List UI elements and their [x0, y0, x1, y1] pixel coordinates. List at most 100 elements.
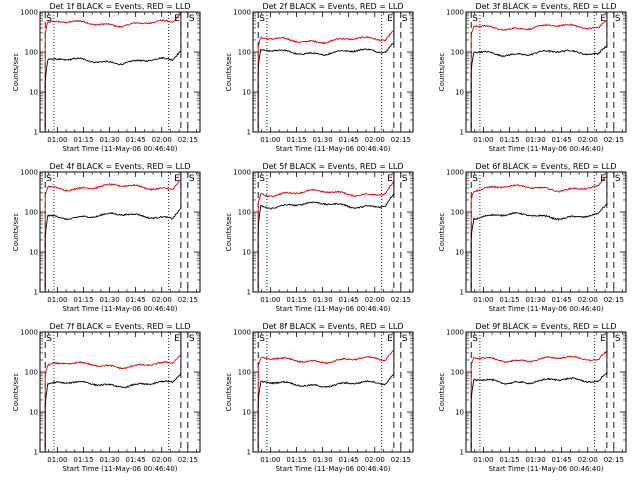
x-tick-label: 01:15	[286, 136, 306, 144]
marker-label-e: E	[387, 334, 393, 344]
panel-8: Det 8f BLACK = Events, RED = LLD 1 10 100 10…	[225, 322, 414, 473]
marker-label-e: E	[174, 174, 180, 184]
x-tick-label: 01:00	[473, 456, 493, 464]
marker-label-s: S	[259, 174, 265, 184]
y-tick-label: 100	[238, 49, 251, 57]
panel-title: Det 7f BLACK = Events, RED = LLD	[49, 322, 190, 331]
x-tick-label: 01:45	[552, 136, 572, 144]
y-tick-label: 1000	[233, 169, 251, 177]
x-tick-label: 01:45	[552, 456, 572, 464]
marker-label-s: S	[615, 174, 621, 184]
x-tick-label: 01:30	[525, 296, 545, 304]
x-tick-label: 01:15	[499, 456, 519, 464]
x-tick-label: 01:00	[47, 456, 67, 464]
x-tick-label: 01:45	[339, 456, 359, 464]
lld-series-line	[470, 12, 608, 132]
x-tick-label: 01:30	[312, 136, 332, 144]
x-tick-label: 01:45	[126, 456, 146, 464]
x-axis-label: Start Time (11-May-06 00:46:40)	[275, 465, 390, 473]
x-tick-label: 01:00	[47, 296, 67, 304]
x-tick-label: 01:00	[473, 136, 493, 144]
x-tick-label: 01:30	[312, 456, 332, 464]
plot-frame	[252, 11, 414, 133]
x-tick-label: 01:15	[499, 296, 519, 304]
events-series-line	[44, 332, 182, 452]
x-tick-label: 02:15	[178, 136, 198, 144]
x-tick-label: 02:15	[604, 456, 624, 464]
events-series-line	[470, 12, 608, 132]
x-tick-label: 01:45	[552, 296, 572, 304]
y-axis-label: Counts/sec	[12, 373, 20, 412]
x-tick-label: 01:00	[473, 296, 493, 304]
x-tick-label: 02:15	[604, 136, 624, 144]
y-tick-label: 1	[34, 449, 38, 457]
panel-5: Det 5f BLACK = Events, RED = LLD 1 10 100 10…	[225, 162, 414, 313]
plot-frame	[39, 11, 201, 133]
x-tick-label: 02:15	[391, 136, 411, 144]
y-tick-label: 10	[455, 89, 464, 97]
marker-label-s: S	[402, 14, 408, 24]
y-tick-label: 10	[455, 409, 464, 417]
marker-label-e: E	[600, 14, 606, 24]
marker-label-s: S	[472, 174, 478, 184]
panel-title: Det 2f BLACK = Events, RED = LLD	[262, 2, 403, 11]
x-tick-label: 01:45	[339, 296, 359, 304]
x-axis-label: Start Time (11-May-06 00:46:40)	[488, 305, 603, 313]
marker-label-s: S	[189, 14, 195, 24]
x-axis-label: Start Time (11-May-06 00:46:40)	[488, 465, 603, 473]
x-tick-label: 01:30	[99, 296, 119, 304]
y-tick-label: 10	[29, 409, 38, 417]
marker-label-s: S	[189, 334, 195, 344]
x-tick-label: 02:00	[365, 136, 385, 144]
x-tick-label: 02:00	[152, 456, 172, 464]
marker-label-e: E	[174, 334, 180, 344]
x-tick-label: 01:15	[73, 296, 93, 304]
x-tick-label: 01:15	[286, 296, 306, 304]
marker-label-s: S	[46, 174, 52, 184]
lld-series-line	[470, 332, 608, 452]
y-tick-label: 1000	[446, 329, 464, 337]
panel-4: Det 4f BLACK = Events, RED = LLD 1 10 100 10…	[12, 162, 201, 313]
x-tick-label: 02:00	[578, 296, 598, 304]
marker-label-s: S	[189, 174, 195, 184]
y-tick-label: 100	[451, 49, 464, 57]
x-tick-label: 01:30	[525, 136, 545, 144]
plot-frame	[465, 171, 627, 293]
y-tick-label: 1	[460, 129, 464, 137]
y-tick-label: 1	[247, 129, 251, 137]
x-tick-label: 01:30	[312, 296, 332, 304]
x-axis-label: Start Time (11-May-06 00:46:40)	[62, 145, 177, 153]
y-tick-label: 1000	[446, 9, 464, 17]
y-tick-label: 1	[34, 289, 38, 297]
events-series-line	[470, 332, 608, 452]
plot-frame	[252, 171, 414, 293]
y-tick-label: 100	[25, 49, 38, 57]
y-tick-label: 1	[460, 289, 464, 297]
lld-series-line	[257, 332, 395, 452]
panel-title: Det 6f BLACK = Events, RED = LLD	[475, 162, 616, 171]
x-axis-label: Start Time (11-May-06 00:46:40)	[488, 145, 603, 153]
x-tick-label: 01:30	[99, 136, 119, 144]
x-tick-label: 02:15	[178, 456, 198, 464]
lld-series-line	[44, 12, 182, 132]
plot-frame	[465, 331, 627, 453]
x-tick-label: 02:15	[604, 296, 624, 304]
marker-label-s: S	[46, 14, 52, 24]
y-tick-label: 10	[242, 409, 251, 417]
x-tick-label: 01:00	[260, 296, 280, 304]
y-tick-label: 1000	[233, 9, 251, 17]
x-tick-label: 01:30	[99, 456, 119, 464]
x-axis-label: Start Time (11-May-06 00:46:40)	[275, 305, 390, 313]
plot-frame	[252, 331, 414, 453]
marker-label-s: S	[615, 334, 621, 344]
panel-title: Det 5f BLACK = Events, RED = LLD	[262, 162, 403, 171]
x-tick-label: 01:45	[126, 296, 146, 304]
events-series-line	[470, 172, 608, 292]
x-axis-label: Start Time (11-May-06 00:46:40)	[62, 305, 177, 313]
y-axis-label: Counts/sec	[438, 213, 446, 252]
x-tick-label: 01:30	[525, 456, 545, 464]
x-tick-label: 02:00	[365, 456, 385, 464]
lld-series-line	[470, 172, 608, 292]
panel-7: Det 7f BLACK = Events, RED = LLD 1 10 100 10…	[12, 322, 201, 473]
marker-label-s: S	[46, 334, 52, 344]
